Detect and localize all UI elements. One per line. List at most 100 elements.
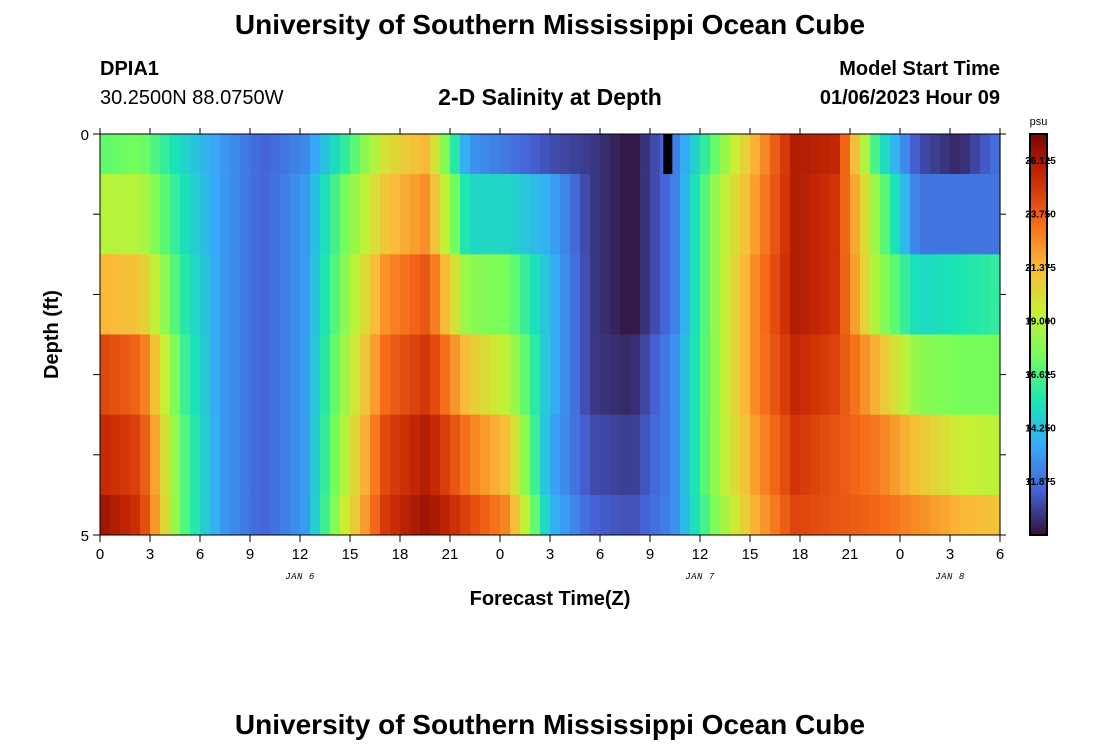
heatmap-cell [170, 414, 181, 496]
heatmap-cell [970, 334, 981, 415]
heatmap-cell [240, 414, 251, 496]
heatmap-cell [730, 494, 741, 536]
heatmap-cell [300, 134, 311, 175]
heatmap-cell [410, 494, 421, 536]
heatmap-cell [110, 134, 121, 175]
heatmap-cell [520, 334, 531, 415]
heatmap-cell [850, 174, 861, 255]
heatmap-cell [740, 414, 751, 496]
heatmap-cell [490, 414, 501, 496]
heatmap-cell [730, 134, 741, 175]
heatmap-cell [340, 254, 351, 335]
heatmap-cell [620, 254, 631, 335]
heatmap-cell [680, 174, 691, 255]
heatmap-cell [750, 334, 761, 415]
heatmap-cell [270, 134, 281, 175]
heatmap-cell [440, 494, 451, 536]
heatmap-cell [320, 254, 331, 335]
heatmap-cell [740, 494, 751, 536]
heatmap-cell [630, 334, 641, 415]
heatmap-cell [620, 414, 631, 496]
heatmap-cell [740, 334, 751, 415]
heatmap-cell [330, 334, 341, 415]
y-axis-tick-label: 0 [81, 127, 89, 144]
heatmap-cell [820, 334, 831, 415]
heatmap-cell [870, 254, 881, 335]
heatmap-cell [400, 334, 411, 415]
model-start-time: 01/06/2023 Hour 09 [819, 87, 1000, 109]
colorbar-tick-label: 23.750 [1025, 209, 1056, 220]
heatmap-cell [740, 174, 751, 255]
heatmap-cell [220, 334, 231, 415]
heatmap-cell [170, 254, 181, 335]
heatmap-cell [160, 134, 171, 175]
heatmap-cell [160, 414, 171, 496]
heatmap-cell [920, 334, 931, 415]
heatmap-cell [250, 134, 261, 175]
heatmap-cell [950, 174, 961, 255]
heatmap-cell [580, 174, 591, 255]
heatmap-cell [920, 494, 931, 536]
footer-title: University of Southern Mississippi Ocean… [234, 709, 866, 740]
heatmap-cell [220, 414, 231, 496]
heatmap-cell [710, 134, 721, 175]
heatmap-cell [760, 334, 771, 415]
heatmap-cell [250, 494, 261, 536]
heatmap-cell [730, 254, 741, 335]
heatmap-cell [190, 414, 201, 496]
heatmap-cell [340, 174, 351, 255]
heatmap-cell [120, 494, 131, 536]
colorbar-tick-label: 19.000 [1025, 316, 1056, 327]
heatmap-cell [420, 414, 431, 496]
heatmap-cell [370, 414, 381, 496]
heatmap-cell [980, 134, 991, 175]
heatmap-cell [330, 494, 341, 536]
heatmap-cell [530, 174, 541, 255]
heatmap-cell [810, 254, 821, 335]
heatmap-cell [780, 254, 791, 335]
heatmap-cell [900, 334, 911, 415]
heatmap-cell [870, 494, 881, 536]
heatmap-cell [830, 254, 841, 335]
heatmap-cell [980, 334, 991, 415]
heatmap-cell [200, 174, 211, 255]
heatmap-cell [800, 334, 811, 415]
heatmap-cell [580, 254, 591, 335]
heatmap-cell [510, 494, 521, 536]
heatmap-cell [250, 414, 261, 496]
heatmap-cell [540, 334, 551, 415]
heatmap-cell [540, 414, 551, 496]
heatmap-cell [150, 134, 161, 175]
heatmap-cell [120, 254, 131, 335]
heatmap-cell [750, 134, 761, 175]
heatmap-cell [790, 254, 801, 335]
heatmap-cell [560, 254, 571, 335]
heatmap-cell [280, 254, 291, 335]
heatmap-cell [480, 174, 491, 255]
heatmap-cell [240, 174, 251, 255]
heatmap-cell [100, 334, 111, 415]
heatmap-cell [230, 414, 241, 496]
heatmap-cell [590, 174, 601, 255]
heatmap-cell [380, 494, 391, 536]
heatmap-cell [370, 174, 381, 255]
heatmap-cell [470, 174, 481, 255]
heatmap-cell [450, 254, 461, 335]
heatmap-cell [800, 254, 811, 335]
heatmap-cell [550, 494, 561, 536]
heatmap-cell [840, 174, 851, 255]
heatmap-cell [670, 414, 681, 496]
heatmap-cell [460, 414, 471, 496]
heatmap-cell [730, 174, 741, 255]
heatmap-cell [390, 134, 401, 175]
x-axis-tick-label: 6 [996, 546, 1004, 563]
x-axis-tick-label: 0 [96, 546, 104, 563]
heatmap-cell [420, 494, 431, 536]
heatmap-cell [110, 254, 121, 335]
heatmap-cell [510, 334, 521, 415]
heatmap-cell [180, 254, 191, 335]
heatmap-cell [210, 134, 221, 175]
heatmap-cell [490, 334, 501, 415]
colorbar-tick-label: 16.625 [1025, 370, 1056, 381]
heatmap-cell [100, 134, 111, 175]
